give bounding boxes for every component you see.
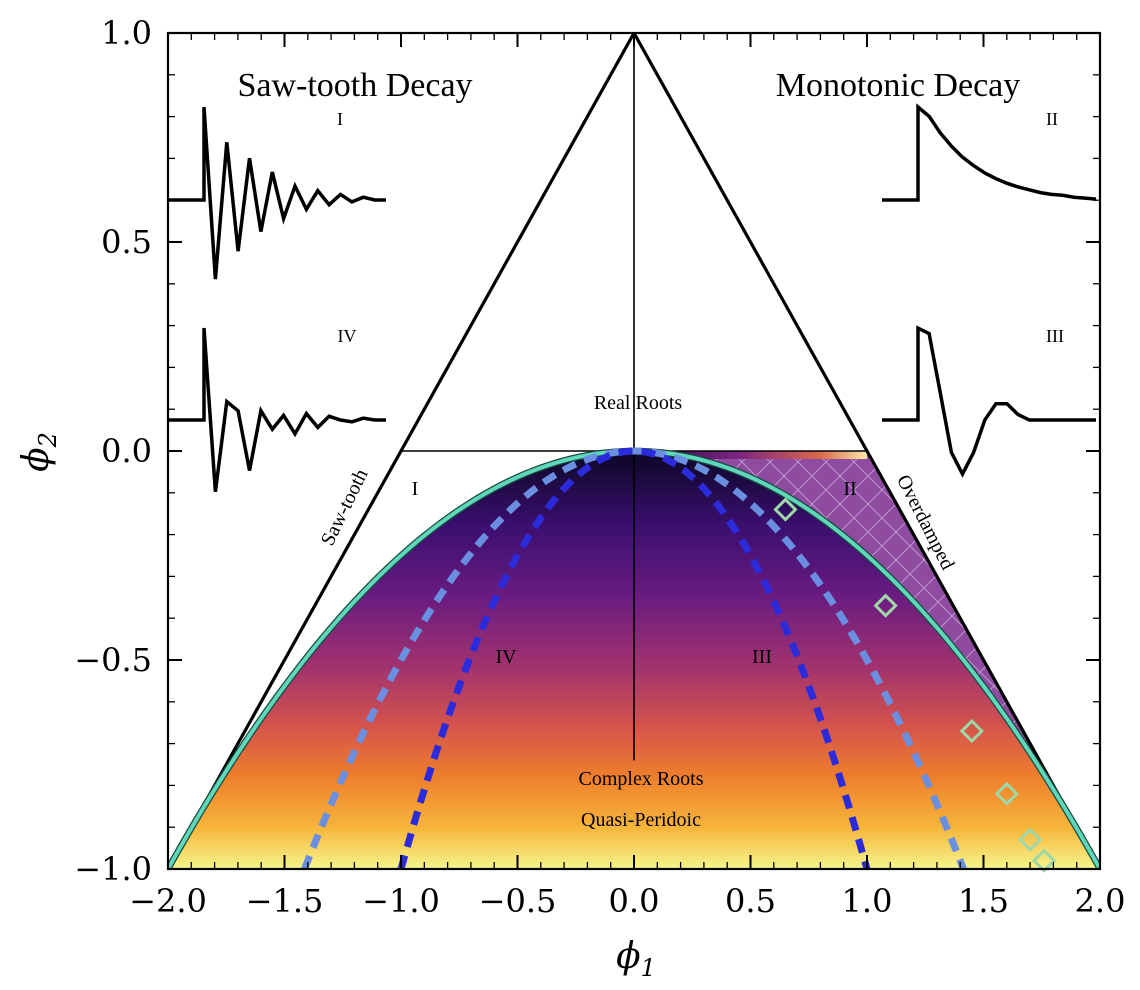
- inset-label-IV: IV: [338, 326, 357, 346]
- label-region-III: III: [752, 646, 772, 668]
- label-region-IV: IV: [495, 646, 517, 668]
- y-axis-label-text: ϕ: [16, 447, 57, 472]
- dashed-curve-light-blue-dashed: [301, 447, 967, 869]
- x-tick-label: 0.5: [725, 882, 776, 920]
- x-tick-label: 1.0: [842, 882, 893, 920]
- y-tick-label: 1.0: [101, 14, 152, 52]
- label-region-I: I: [412, 478, 419, 500]
- x-axis-label: ϕ1: [616, 936, 656, 982]
- overdamped-hatch: [634, 451, 1100, 869]
- y-tick-label: 0.0: [101, 432, 152, 470]
- x-tick-label: 0.0: [609, 882, 660, 920]
- label-saw-tooth: Saw-tooth: [317, 466, 373, 550]
- x-tick-label: −1.0: [362, 882, 440, 920]
- inset-curve-IV: [168, 327, 386, 493]
- x-tick-label: −1.5: [246, 882, 324, 920]
- inset-label-III: III: [1046, 326, 1064, 346]
- dashed-curves: [301, 447, 967, 869]
- label-quasi-periodic: Quasi-Peridoic: [581, 809, 701, 831]
- diamond-marker: [1017, 827, 1043, 852]
- inset-title-right: Monotonic Decay: [776, 67, 1021, 104]
- x-axis-label-text: ϕ: [616, 936, 641, 977]
- inset-label-II: II: [1046, 109, 1058, 129]
- stationarity-triangle: [168, 33, 1100, 869]
- x-tick-label: −2.0: [129, 882, 207, 920]
- x-tick-label: −0.5: [479, 882, 557, 920]
- inset-curve-III: [882, 325, 1096, 478]
- label-real-roots: Real Roots: [594, 392, 683, 414]
- y-tick-label: 0.5: [101, 223, 152, 261]
- y-tick-label: −0.5: [74, 641, 152, 679]
- inset-curve-I: [168, 106, 386, 280]
- y-axis-label: ϕ2: [16, 432, 62, 472]
- x-axis-subscript: 1: [641, 954, 656, 982]
- diamond-markers: [773, 497, 1057, 873]
- diamond-marker: [994, 781, 1019, 806]
- real-roots-strip: [634, 451, 867, 459]
- x-tick-label: 1.5: [958, 882, 1009, 920]
- label-region-II: II: [843, 478, 856, 500]
- inset-title-left: Saw-tooth Decay: [237, 67, 472, 104]
- y-axis-subscript: 2: [34, 432, 62, 448]
- label-complex-roots: Complex Roots: [578, 768, 703, 790]
- x-tick-label: 2.0: [1075, 882, 1126, 920]
- y-tick-label: −1.0: [74, 850, 152, 888]
- diamond-marker: [959, 718, 984, 744]
- diamond-marker: [773, 497, 798, 522]
- diamond-marker: [1031, 848, 1057, 873]
- inset-label-I: I: [337, 109, 343, 129]
- inset-curve-II: [882, 103, 1097, 202]
- diamond-marker: [873, 593, 898, 618]
- axis-ticks: −2.0 −1.5 −1.0 −0.5 0.0 0.5 1.0 1.5 2.0 −1.0 −0.5 0…: [74, 14, 1125, 920]
